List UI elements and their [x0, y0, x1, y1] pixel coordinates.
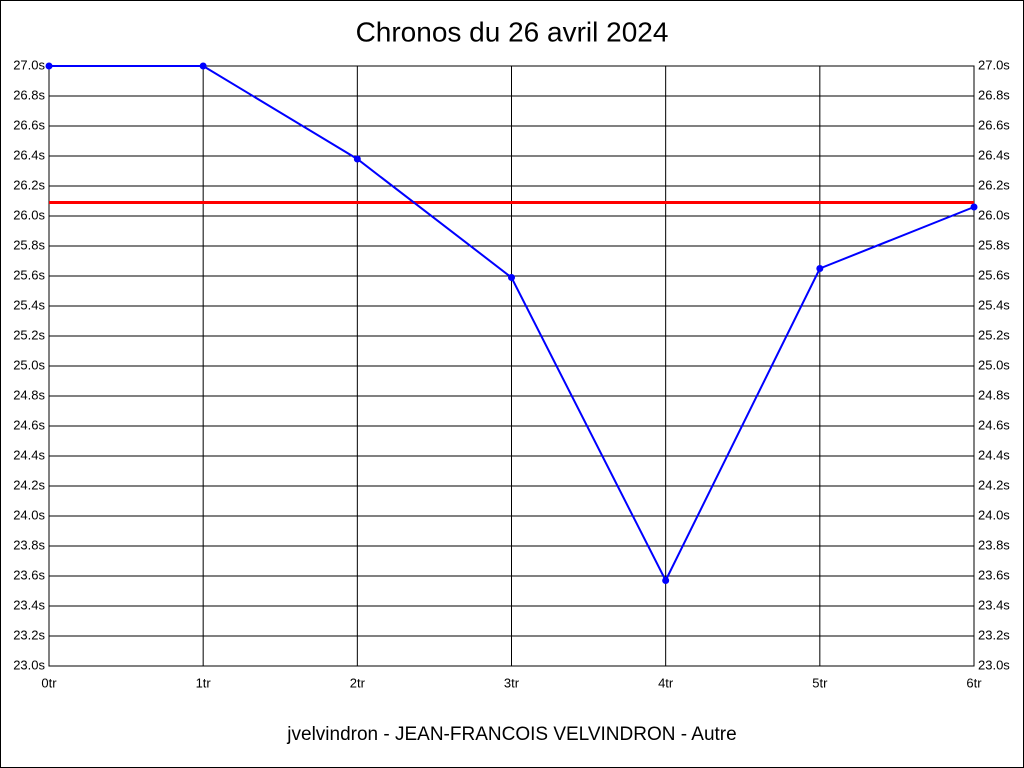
y-tick-label: 23.8s — [13, 537, 45, 552]
y2-tick-label: 26.0s — [978, 207, 1010, 222]
y2-tick-label: 26.4s — [978, 147, 1010, 162]
y-tick-label: 23.6s — [13, 567, 45, 582]
point — [662, 577, 670, 584]
y-tick-label: 23.4s — [13, 597, 45, 612]
y2-tick-label: 24.6s — [978, 417, 1010, 432]
point — [508, 274, 515, 281]
y-tick-label: 24.8s — [13, 387, 45, 402]
x-tick-label: 1tr — [196, 675, 212, 690]
y2-tick-label: 26.6s — [978, 117, 1010, 132]
y2-tick-label: 23.4s — [978, 597, 1010, 612]
y-tick-label: 27.0s — [13, 57, 45, 72]
point — [45, 62, 53, 70]
y2-tick-label: 26.8s — [978, 87, 1010, 102]
y-tick-label: 25.2s — [13, 327, 45, 342]
x-tick-label: 6tr — [966, 675, 982, 690]
y-tick-label: 24.2s — [13, 477, 45, 492]
y2-tick-label: 24.2s — [978, 477, 1010, 492]
y-tick-label: 25.6s — [13, 267, 45, 282]
x-tick-label: 4tr — [658, 675, 674, 690]
y-tick-label: 23.2s — [13, 627, 45, 642]
y2-tick-label: 27.0s — [978, 57, 1010, 72]
y-tick-label: 24.6s — [13, 417, 45, 432]
x-tick-label: 2tr — [350, 675, 366, 690]
y-tick-label: 26.2s — [13, 177, 45, 192]
point — [199, 62, 207, 70]
x-tick-label: 0tr — [41, 675, 57, 690]
y2-tick-label: 25.6s — [978, 267, 1010, 282]
y2-tick-label: 25.4s — [978, 297, 1010, 312]
point — [970, 203, 978, 211]
y-tick-label: 24.0s — [13, 507, 45, 522]
y2-tick-label: 25.2s — [978, 327, 1010, 342]
y2-tick-label: 23.8s — [978, 537, 1010, 552]
y2-tick-label: 26.2s — [978, 177, 1010, 192]
y2-tick-label: 23.2s — [978, 627, 1010, 642]
point — [816, 265, 824, 272]
x-tick-label: 5tr — [812, 675, 828, 690]
x-tick-label: 3tr — [504, 675, 520, 690]
y2-tick-label: 23.6s — [978, 567, 1010, 582]
y2-tick-label: 24.0s — [978, 507, 1010, 522]
y-tick-label: 25.8s — [13, 237, 45, 252]
y-tick-label: 23.0s — [13, 657, 45, 672]
y-tick-label: 26.8s — [13, 87, 45, 102]
y-tick-label: 24.4s — [13, 447, 45, 462]
y2-tick-label: 23.0s — [978, 657, 1010, 672]
chart-title: Chronos du 26 avril 2024 — [356, 16, 669, 47]
y-tick-label: 25.0s — [13, 357, 45, 372]
point — [353, 155, 361, 163]
y2-tick-label: 24.4s — [978, 447, 1010, 462]
y-tick-label: 26.0s — [13, 207, 45, 222]
y-tick-label: 25.4s — [13, 297, 45, 312]
x-axis-label: jvelvindron - JEAN-FRANCOIS VELVINDRON -… — [286, 724, 736, 745]
y-tick-label: 26.6s — [13, 117, 45, 132]
y-tick-label: 26.4s — [13, 147, 45, 162]
y2-tick-label: 25.8s — [978, 237, 1010, 252]
y2-tick-label: 24.8s — [978, 387, 1010, 402]
y2-tick-label: 25.0s — [978, 357, 1010, 372]
